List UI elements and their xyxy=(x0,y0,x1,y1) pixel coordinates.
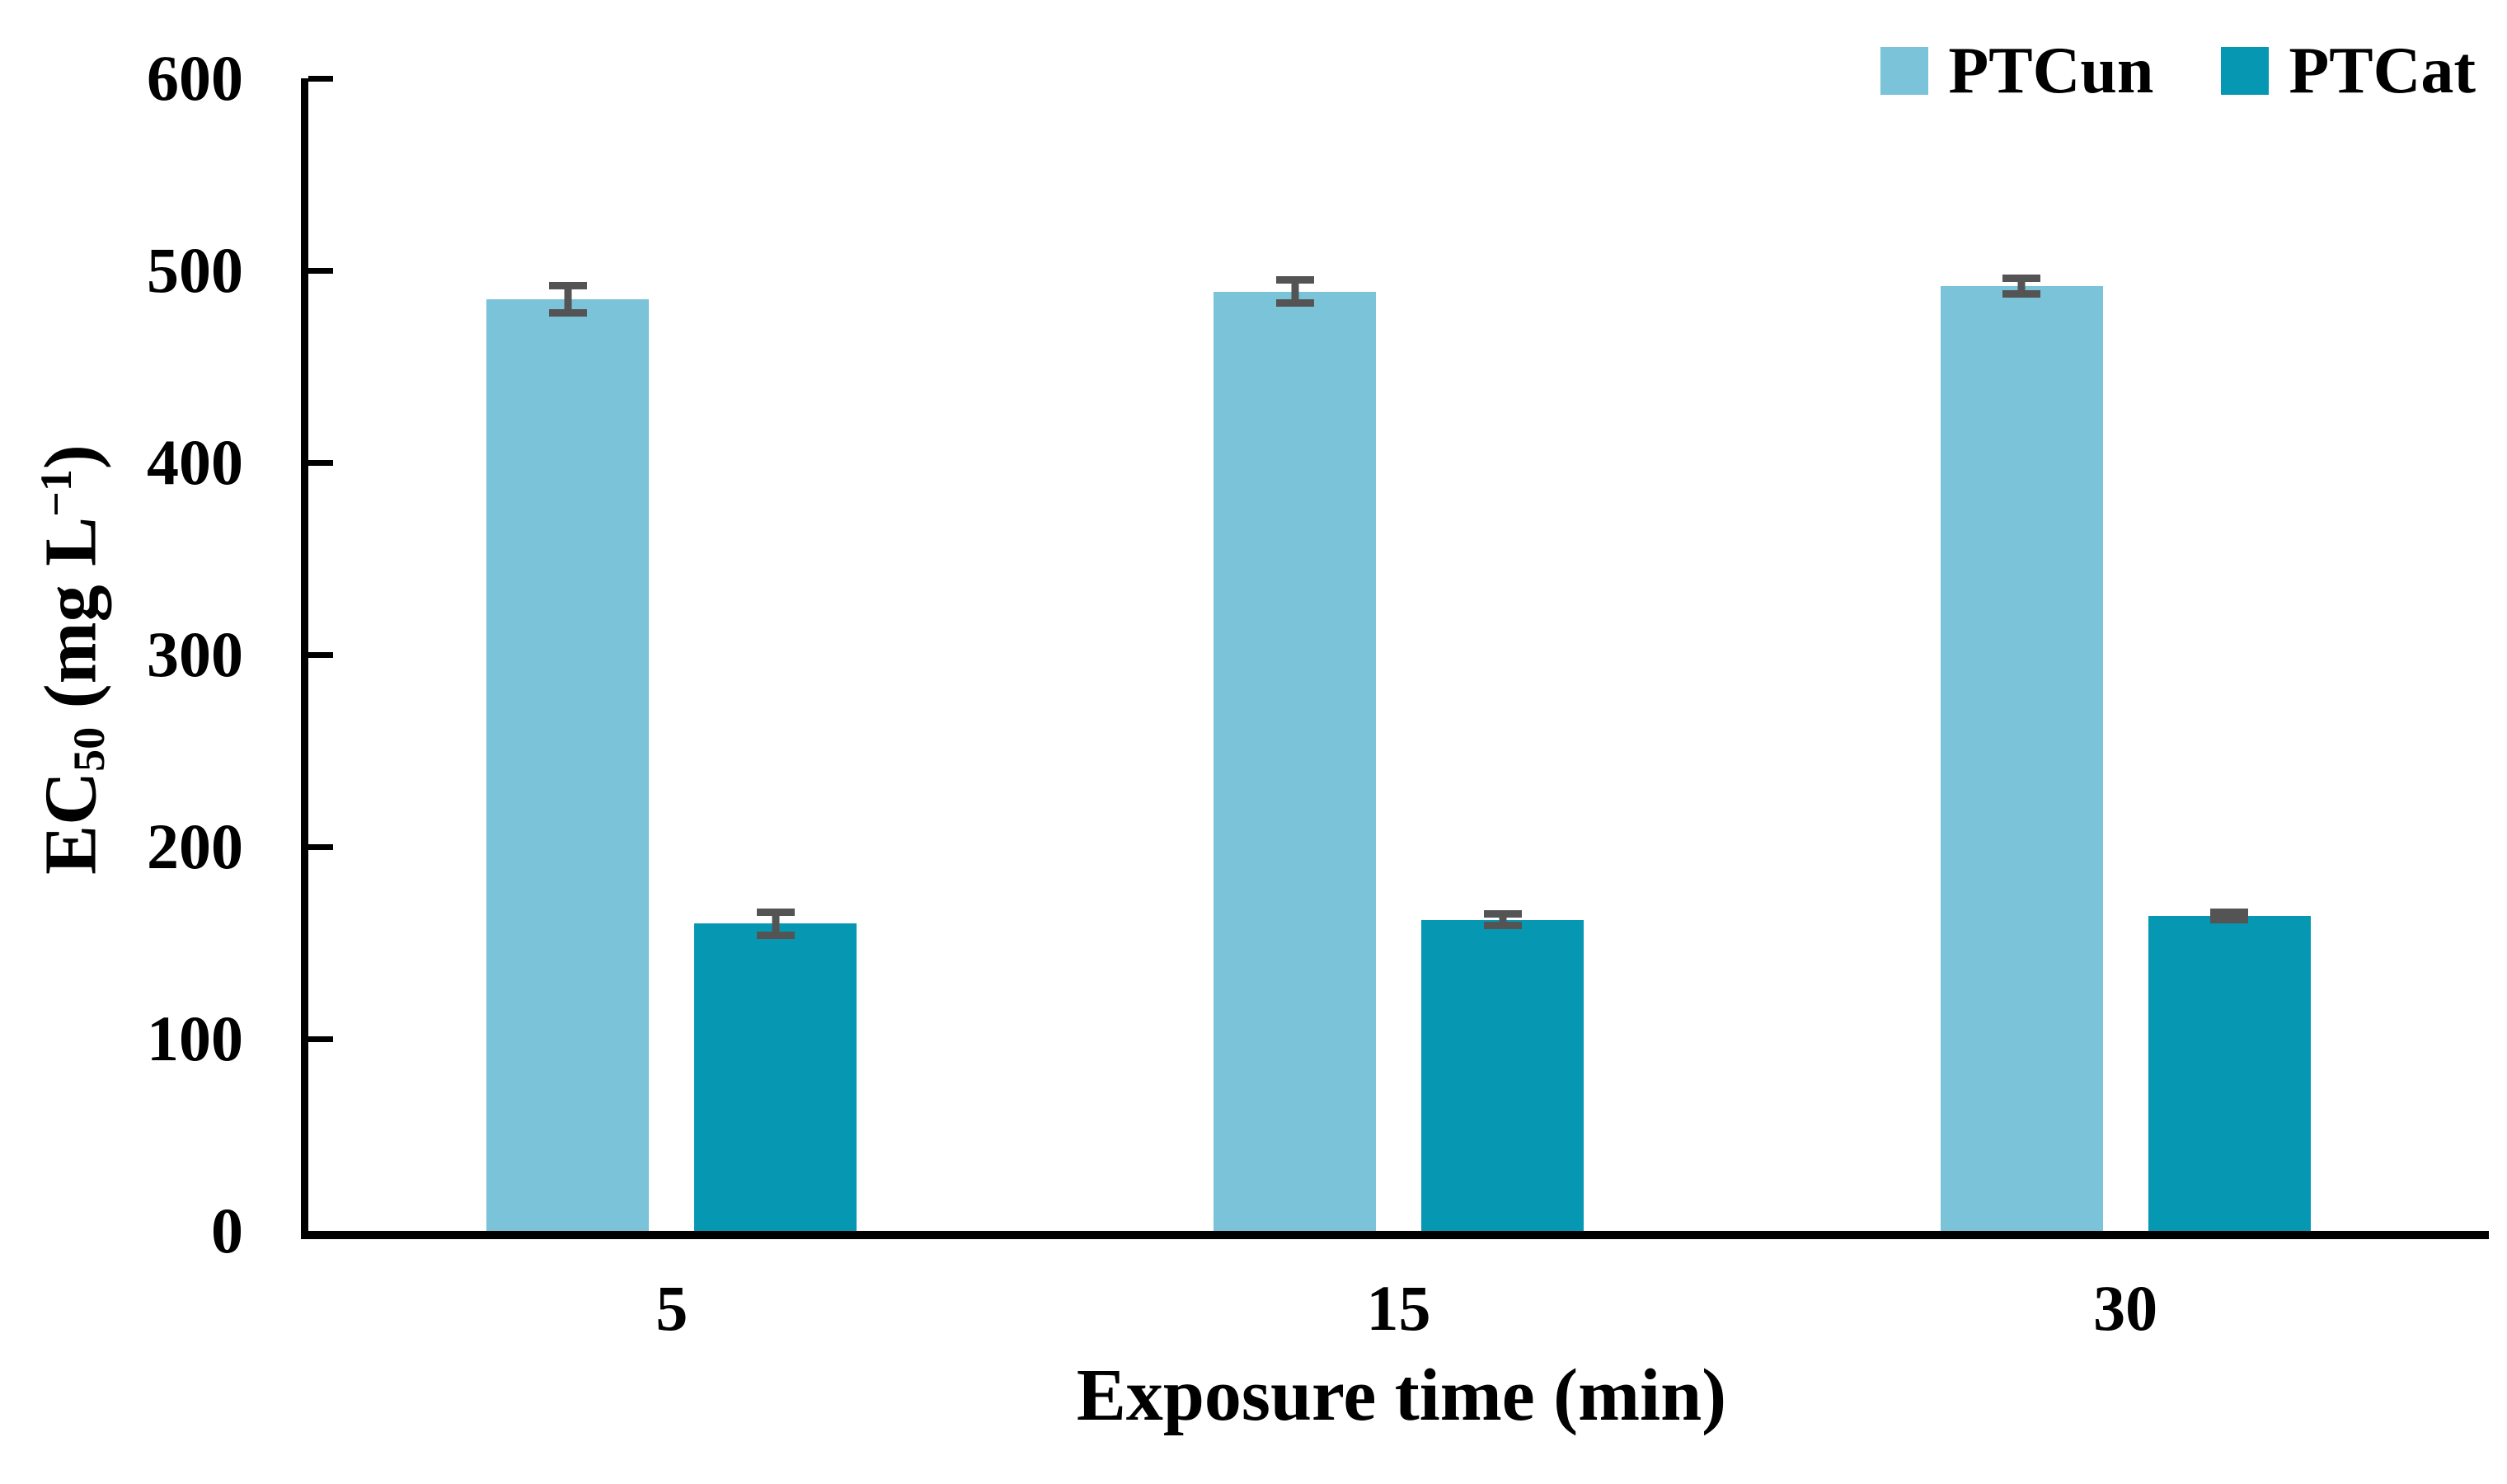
y-tick-label: 500 xyxy=(147,234,243,306)
y-tick-label: 600 xyxy=(147,42,243,114)
error-bar-cap xyxy=(548,308,587,317)
error-bar-stem xyxy=(1499,909,1506,930)
y-tick-label: 0 xyxy=(211,1195,243,1266)
error-bar-cap xyxy=(1483,922,1522,930)
bar-ptcat-30 xyxy=(2148,915,2311,1231)
y-tick-mark xyxy=(308,652,333,658)
bar-ptcun-30 xyxy=(1940,285,2103,1231)
y-tick-mark xyxy=(308,268,333,274)
error-bar-ptcun-5 xyxy=(548,281,587,317)
error-bar-ptcat-15 xyxy=(1483,909,1522,930)
error-bar-stem xyxy=(564,281,572,317)
legend-swatch-ptcun xyxy=(1880,47,1929,95)
legend: PTCun PTCat xyxy=(1880,38,2476,104)
legend-item-ptcun: PTCun xyxy=(1880,38,2153,104)
legend-label-ptcun: PTCun xyxy=(1948,35,2154,107)
plot-area: 5 15 30 xyxy=(301,76,2489,1341)
y-tick-mark xyxy=(308,844,333,850)
y-tick-label: 300 xyxy=(147,618,243,690)
error-bar-ptcat-5 xyxy=(756,908,795,939)
y-tick-label: 100 xyxy=(147,1003,243,1074)
y-tick-label: 400 xyxy=(147,426,243,498)
x-tick-label: 5 xyxy=(655,1272,688,1344)
error-bar-ptcun-30 xyxy=(2002,274,2041,298)
bar-ptcat-15 xyxy=(1421,919,1584,1231)
y-tick-mark xyxy=(308,76,333,82)
legend-item-ptcat: PTCat xyxy=(2221,38,2476,104)
error-bar-stem xyxy=(2017,274,2026,298)
y-axis-tick-labels: 0 100 200 300 400 500 600 xyxy=(0,46,243,1263)
x-tick-label: 15 xyxy=(1366,1272,1431,1344)
legend-swatch-ptcat xyxy=(2221,47,2270,95)
error-bar-ptcat-30 xyxy=(2210,908,2249,924)
y-tick-mark xyxy=(308,1036,333,1042)
bar-ptcat-5 xyxy=(694,923,857,1231)
y-tick-mark xyxy=(308,460,333,466)
error-bar-stem xyxy=(1291,275,1298,308)
error-bar-stem xyxy=(772,908,780,939)
error-bar-cap xyxy=(2002,289,2041,298)
error-bar-cap xyxy=(1275,299,1314,308)
y-tick-label: 200 xyxy=(147,810,243,882)
error-bar-cap xyxy=(2210,916,2249,924)
x-axis-title: Exposure time (min) xyxy=(1076,1355,1727,1436)
x-tick-label: 30 xyxy=(2093,1272,2158,1344)
bar-ptcun-5 xyxy=(486,298,650,1231)
error-bar-cap xyxy=(756,931,795,939)
bar-ptcun-15 xyxy=(1214,291,1376,1231)
error-bar-ptcun-15 xyxy=(1275,275,1314,308)
legend-label-ptcat: PTCat xyxy=(2289,35,2476,107)
error-bar-stem xyxy=(2225,908,2233,924)
